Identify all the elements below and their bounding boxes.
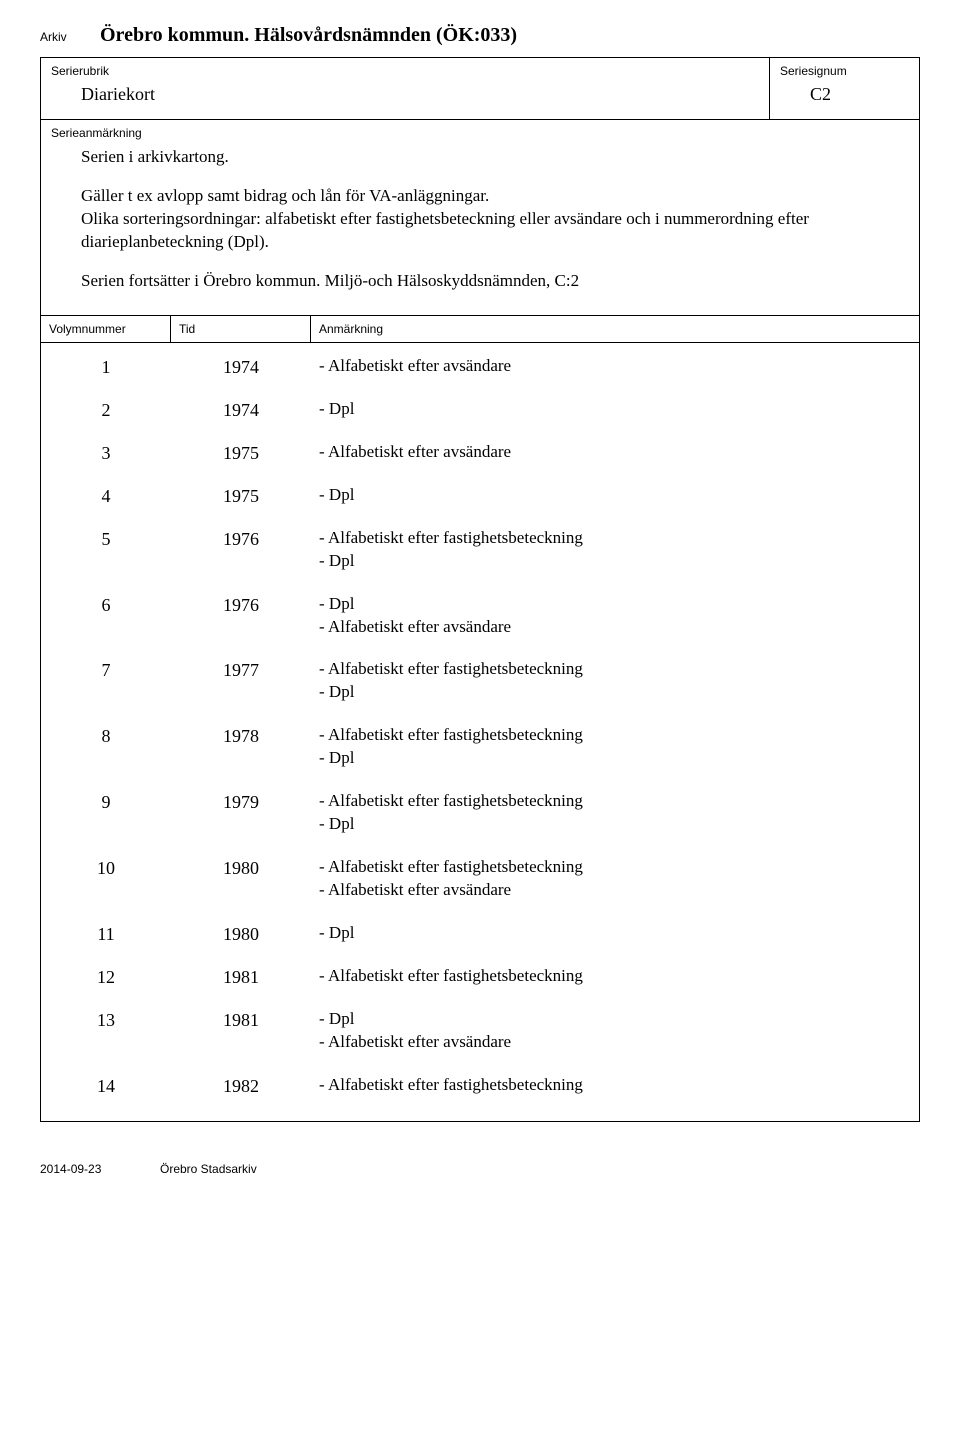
page-footer: 2014-09-23 Örebro Stadsarkiv — [40, 1162, 920, 1176]
table-row: 11974- Alfabetiskt efter avsändare — [41, 355, 919, 378]
volume-table-body: 11974- Alfabetiskt efter avsändare21974-… — [41, 343, 919, 1121]
series-note-body: Serien i arkivkartong. Gäller t ex avlop… — [81, 146, 909, 293]
cell-anmarkning: - Alfabetiskt efter fastighetsbeteckning… — [311, 724, 919, 770]
cell-volymnummer: 7 — [41, 658, 171, 681]
cell-tid: 1981 — [171, 1008, 311, 1031]
cell-anmarkning: - Alfabetiskt efter fastighetsbeteckning — [311, 1074, 919, 1097]
serierubrik-value: Diariekort — [81, 84, 759, 105]
series-note-section: Serieanmärkning Serien i arkivkartong. G… — [41, 120, 919, 316]
cell-tid: 1980 — [171, 922, 311, 945]
serierubrik-label: Serierubrik — [51, 64, 759, 78]
col-header-volymnummer: Volymnummer — [41, 316, 171, 342]
cell-volymnummer: 12 — [41, 965, 171, 988]
volume-table-header: Volymnummer Tid Anmärkning — [41, 316, 919, 343]
serieanmarkning-label: Serieanmärkning — [51, 126, 909, 140]
table-row: 21974- Dpl — [41, 398, 919, 421]
cell-volymnummer: 11 — [41, 922, 171, 945]
table-row: 81978- Alfabetiskt efter fastighetsbetec… — [41, 724, 919, 770]
table-row: 111980- Dpl — [41, 922, 919, 945]
cell-volymnummer: 4 — [41, 484, 171, 507]
footer-date: 2014-09-23 — [40, 1162, 160, 1176]
col-header-anmarkning: Anmärkning — [311, 316, 919, 342]
cell-volymnummer: 3 — [41, 441, 171, 464]
col-header-tid: Tid — [171, 316, 311, 342]
series-note-p1: Serien i arkivkartong. — [81, 146, 909, 169]
arkiv-label: Arkiv — [40, 30, 100, 44]
table-row: 91979- Alfabetiskt efter fastighetsbetec… — [41, 790, 919, 836]
seriesignum-label: Seriesignum — [780, 64, 909, 78]
cell-anmarkning: - Alfabetiskt efter fastighetsbeteckning… — [311, 658, 919, 704]
cell-anmarkning: - Alfabetiskt efter fastighetsbeteckning… — [311, 790, 919, 836]
table-row: 61976- Dpl- Alfabetiskt efter avsändare — [41, 593, 919, 639]
series-note-p4: Serien fortsätter i Örebro kommun. Miljö… — [81, 270, 909, 293]
table-row: 101980- Alfabetiskt efter fastighetsbete… — [41, 856, 919, 902]
cell-tid: 1979 — [171, 790, 311, 813]
cell-anmarkning: - Alfabetiskt efter avsändare — [311, 441, 919, 464]
seriesignum-cell: Seriesignum C2 — [769, 58, 919, 119]
cell-tid: 1981 — [171, 965, 311, 988]
cell-volymnummer: 13 — [41, 1008, 171, 1031]
cell-volymnummer: 5 — [41, 527, 171, 550]
cell-anmarkning: - Dpl — [311, 398, 919, 421]
serierubrik-cell: Serierubrik Diariekort — [41, 58, 769, 119]
cell-anmarkning: - Dpl — [311, 922, 919, 945]
cell-tid: 1982 — [171, 1074, 311, 1097]
cell-tid: 1974 — [171, 398, 311, 421]
table-row: 51976- Alfabetiskt efter fastighetsbetec… — [41, 527, 919, 573]
cell-anmarkning: - Alfabetiskt efter fastighetsbeteckning… — [311, 856, 919, 902]
cell-tid: 1974 — [171, 355, 311, 378]
archive-title: Örebro kommun. Hälsovårdsnämnden (ÖK:033… — [100, 24, 517, 47]
cell-volymnummer: 14 — [41, 1074, 171, 1097]
cell-volymnummer: 2 — [41, 398, 171, 421]
series-header: Serierubrik Diariekort Seriesignum C2 — [41, 58, 919, 120]
cell-tid: 1980 — [171, 856, 311, 879]
archive-header: Arkiv Örebro kommun. Hälsovårdsnämnden (… — [40, 24, 920, 47]
cell-anmarkning: - Dpl — [311, 484, 919, 507]
table-row: 131981- Dpl- Alfabetiskt efter avsändare — [41, 1008, 919, 1054]
cell-anmarkning: - Alfabetiskt efter fastighetsbeteckning — [311, 965, 919, 988]
cell-tid: 1976 — [171, 593, 311, 616]
cell-volymnummer: 8 — [41, 724, 171, 747]
table-row: 31975- Alfabetiskt efter avsändare — [41, 441, 919, 464]
series-note-p2: Gäller t ex avlopp samt bidrag och lån f… — [81, 185, 909, 254]
table-row: 121981- Alfabetiskt efter fastighetsbete… — [41, 965, 919, 988]
cell-anmarkning: - Alfabetiskt efter fastighetsbeteckning… — [311, 527, 919, 573]
cell-anmarkning: - Dpl- Alfabetiskt efter avsändare — [311, 1008, 919, 1054]
table-row: 41975- Dpl — [41, 484, 919, 507]
cell-volymnummer: 9 — [41, 790, 171, 813]
cell-anmarkning: - Alfabetiskt efter avsändare — [311, 355, 919, 378]
cell-tid: 1976 — [171, 527, 311, 550]
cell-anmarkning: - Dpl- Alfabetiskt efter avsändare — [311, 593, 919, 639]
cell-tid: 1977 — [171, 658, 311, 681]
cell-volymnummer: 10 — [41, 856, 171, 879]
cell-tid: 1978 — [171, 724, 311, 747]
cell-tid: 1975 — [171, 484, 311, 507]
table-row: 71977- Alfabetiskt efter fastighetsbetec… — [41, 658, 919, 704]
footer-org: Örebro Stadsarkiv — [160, 1162, 257, 1176]
cell-tid: 1975 — [171, 441, 311, 464]
seriesignum-value: C2 — [810, 84, 909, 105]
cell-volymnummer: 6 — [41, 593, 171, 616]
table-row: 141982- Alfabetiskt efter fastighetsbete… — [41, 1074, 919, 1097]
record-box: Serierubrik Diariekort Seriesignum C2 Se… — [40, 57, 920, 1122]
cell-volymnummer: 1 — [41, 355, 171, 378]
